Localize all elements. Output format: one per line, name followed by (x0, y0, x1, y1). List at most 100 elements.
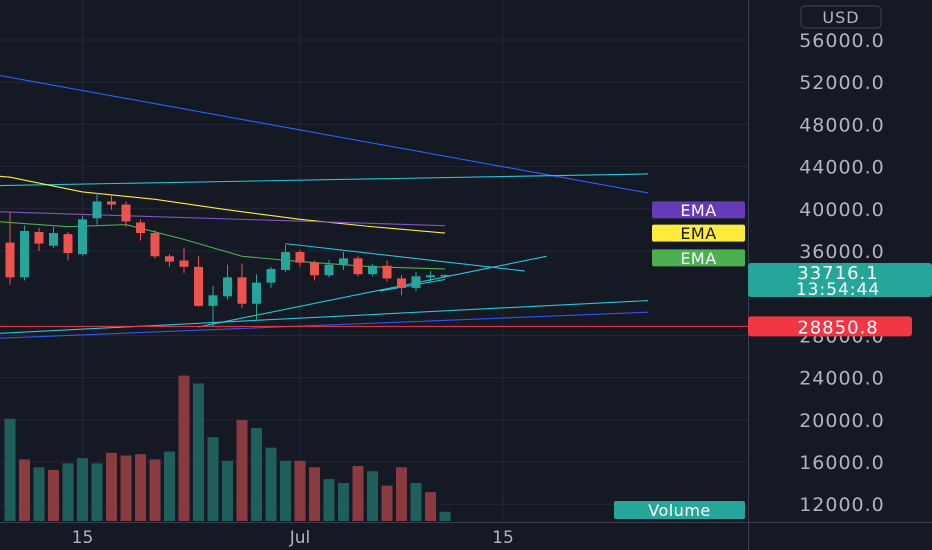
candle-body (78, 219, 87, 255)
y-tick-label: 36000.0 (799, 241, 885, 263)
candle-body (121, 204, 131, 222)
y-tick-label: 20000.0 (799, 410, 885, 432)
ema-badge-label: EMA (680, 224, 716, 243)
candle-body (339, 258, 348, 265)
marker-price-badge (748, 316, 912, 337)
ema-badge (652, 224, 745, 242)
candle-body (92, 201, 102, 219)
candle-body (20, 230, 29, 278)
volume-bar (48, 469, 59, 521)
candle-body (63, 234, 73, 254)
trendline (285, 243, 525, 272)
trendline (0, 173, 649, 187)
volume-bar (33, 467, 45, 521)
volume-bar (106, 452, 117, 521)
x-tick-label: 15 (492, 528, 514, 548)
volume-bar (352, 465, 364, 521)
last-price-value: 33716.1 (797, 263, 878, 284)
volume-bar (280, 460, 291, 521)
candle-body (281, 252, 290, 270)
x-tick-label: 15 (72, 528, 94, 548)
y-tick-label: 24000.0 (799, 368, 885, 390)
volume-bar (4, 418, 16, 521)
candle-body (34, 232, 44, 244)
candle-body (368, 265, 377, 275)
candle-body (208, 295, 218, 306)
volume-bar (309, 467, 320, 521)
volume-bar (425, 492, 436, 521)
volume-bar (149, 459, 161, 521)
volume-badge-label: Volume (648, 501, 711, 520)
ema-line (0, 211, 446, 227)
candle-body (397, 278, 406, 288)
x-tick-label: Jul (289, 528, 311, 548)
y-tick-label: 12000.0 (799, 494, 885, 516)
candle-body (194, 266, 203, 306)
candle-body (295, 252, 305, 263)
volume-badge (614, 501, 745, 519)
candle-body (49, 233, 58, 246)
ema-badge (652, 249, 745, 267)
time-axis[interactable]: 15 Jul 15 (72, 528, 514, 548)
candle-body (223, 277, 232, 297)
volume-bar (294, 460, 306, 521)
volume-bar (62, 463, 74, 521)
last-price-badge (748, 263, 932, 297)
candle-body (179, 260, 189, 267)
candle-body (266, 268, 276, 283)
price-axis[interactable]: 56000.0 52000.0 48000.0 44000.0 40000.0 36000… (799, 5, 885, 516)
candle-body (324, 264, 334, 276)
marker-price-value: 28850.8 (797, 317, 878, 338)
candles (5, 192, 450, 327)
volume-bar (338, 483, 349, 521)
candle-body (237, 277, 247, 304)
ema-badge-label: EMA (680, 249, 716, 268)
volume-bar (323, 479, 335, 521)
volume-bar (91, 463, 103, 521)
volume-bar (236, 420, 248, 521)
volume-bar (396, 467, 407, 521)
candle-body (310, 262, 319, 276)
y-tick-label: 52000.0 (799, 72, 885, 94)
candle-body (426, 275, 435, 278)
candle-body (165, 256, 174, 262)
volume-bars (4, 375, 451, 521)
trendline (0, 300, 649, 334)
candle-body (411, 276, 421, 288)
volume-bar (77, 458, 88, 521)
ema-line (0, 175, 446, 234)
volume-bar (381, 485, 393, 521)
candle-body (252, 282, 261, 304)
candle-body (440, 275, 450, 277)
countdown-timer: 13:54:44 (796, 280, 880, 300)
volume-bar (222, 460, 233, 521)
candle-body (107, 201, 116, 205)
volume-bar (207, 437, 219, 521)
volume-bar (193, 383, 204, 521)
y-tick-label: 16000.0 (799, 452, 885, 474)
volume-bar (120, 455, 132, 521)
candle-body (150, 233, 160, 257)
y-tick-label: 48000.0 (799, 114, 885, 136)
currency-label: USD (822, 8, 859, 27)
candle-body (5, 242, 15, 278)
volume-bar (19, 459, 30, 521)
y-tick-label: 56000.0 (799, 30, 885, 52)
y-tick-label: 44000.0 (799, 157, 885, 179)
volume-bar (135, 454, 146, 521)
volume-bar (367, 471, 378, 521)
trendline (0, 75, 649, 194)
ema-badge (652, 201, 745, 219)
currency-box (800, 5, 882, 29)
volume-bar (164, 451, 175, 521)
price-badges: EMA EMA EMA 33716.113:54:44 28850.8 Volume (614, 201, 932, 520)
candle-body (353, 258, 363, 275)
y-tick-label: 40000.0 (799, 199, 885, 221)
volume-bar (265, 447, 277, 521)
volume-bar (251, 427, 262, 521)
volume-bar (410, 483, 422, 521)
volume-bar (178, 375, 190, 521)
volume-bar (439, 511, 451, 521)
